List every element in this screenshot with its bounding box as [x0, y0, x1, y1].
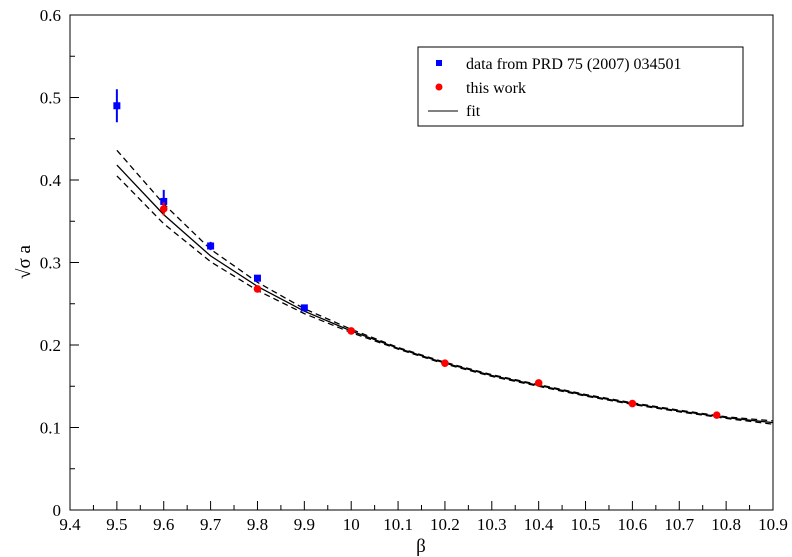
x-tick-label: 10.4	[524, 515, 554, 534]
prd-data-point	[300, 304, 308, 312]
this-work-data-point	[441, 359, 449, 367]
legend-box	[417, 46, 744, 127]
this-work-data-point	[628, 399, 637, 408]
legend-label-fit: fit	[466, 103, 481, 120]
circle-marker	[347, 327, 356, 335]
x-tick-label: 9.4	[59, 515, 81, 534]
x-tick-label: 9.6	[153, 515, 174, 534]
y-tick-label: 0.6	[40, 6, 61, 25]
circle-marker	[628, 399, 637, 408]
series-markers	[113, 89, 721, 419]
y-tick-label: 0.1	[40, 419, 61, 438]
x-tick-label: 10.6	[618, 515, 648, 534]
x-tick-label: 10	[343, 515, 360, 534]
x-tick-label: 9.5	[106, 515, 127, 534]
x-tick-label: 10.1	[383, 515, 413, 534]
y-axis-label: √σ a	[14, 245, 35, 279]
prd-data-point	[253, 274, 261, 282]
x-tick-label: 10.8	[711, 515, 741, 534]
prd-data-point	[207, 241, 215, 251]
y-tick-label: 0.5	[40, 89, 61, 108]
this-work-data-point	[347, 327, 356, 335]
square-marker	[207, 242, 215, 250]
circle-marker	[253, 285, 262, 293]
fit-upper-bound-line	[116, 149, 774, 422]
legend-marker-this-work	[435, 83, 443, 91]
legend-label-this-work: this work	[466, 80, 526, 97]
x-axis-ticks: 9.4 9.5 9.6 9.7 9.8 9.9 10 10.1 10.2 10.3 10.4 10.5…	[59, 501, 788, 534]
fit-band	[116, 149, 774, 425]
y-tick-label: 0.3	[40, 254, 61, 273]
square-marker	[300, 304, 308, 312]
x-tick-label: 10.9	[758, 515, 788, 534]
this-work-data-point	[534, 379, 543, 387]
prd-data-point	[113, 89, 121, 123]
x-tick-label: 10.2	[430, 515, 460, 534]
this-work-data-point	[159, 202, 168, 216]
this-work-data-point	[253, 285, 262, 293]
y-axis-ticks: 0 0.1 0.2 0.3 0.4 0.5 0.6	[40, 6, 79, 520]
x-tick-label: 10.5	[571, 515, 601, 534]
square-marker	[113, 102, 121, 110]
square-marker	[253, 274, 261, 282]
square-marker	[160, 197, 168, 205]
x-tick-label: 9.7	[200, 515, 222, 534]
fit-line	[116, 164, 774, 424]
y-tick-label: 0	[53, 501, 62, 520]
legend-marker-prd	[436, 60, 442, 66]
x-tick-label: 10.3	[477, 515, 507, 534]
y-tick-label: 0.4	[40, 171, 62, 190]
x-axis-label: β	[416, 536, 426, 557]
x-tick-label: 9.9	[294, 515, 315, 534]
legend: data from PRD 75 (2007) 034501 this work…	[417, 46, 744, 127]
x-tick-label: 10.7	[664, 515, 694, 534]
circle-marker	[441, 359, 449, 367]
circle-marker	[712, 411, 721, 419]
circle-marker	[159, 205, 168, 213]
y-tick-label: 0.2	[40, 336, 61, 355]
fit-lower-bound-line	[116, 175, 774, 425]
legend-label-prd: data from PRD 75 (2007) 034501	[466, 56, 682, 73]
this-work-data-point	[712, 411, 721, 419]
x-tick-label: 9.8	[247, 515, 268, 534]
circle-marker	[534, 379, 543, 387]
